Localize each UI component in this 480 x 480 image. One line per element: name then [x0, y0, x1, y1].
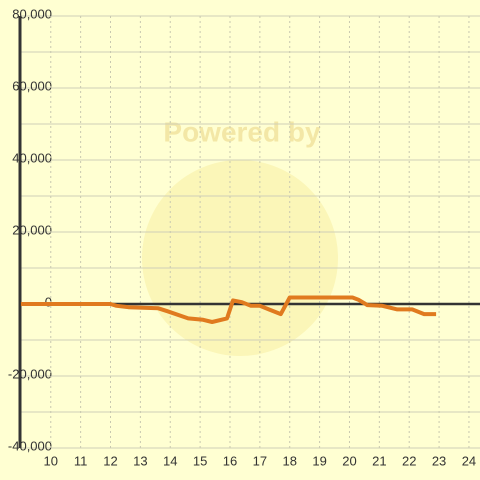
x-tick-label: 13: [133, 453, 147, 468]
x-tick-label: 16: [223, 453, 237, 468]
x-tick-label: 24: [462, 453, 476, 468]
x-tick-label: 22: [402, 453, 416, 468]
x-tick-label: 15: [193, 453, 207, 468]
y-tick-label: 0: [45, 294, 52, 309]
x-tick-label: 12: [103, 453, 117, 468]
y-tick-label: -40,000: [8, 438, 52, 453]
data-line: [20, 295, 437, 324]
x-tick-label: 21: [372, 453, 386, 468]
watermark: Powered by: [163, 116, 321, 147]
x-tick-label: 14: [163, 453, 177, 468]
x-tick-label: 23: [432, 453, 446, 468]
y-tick-label: -20,000: [8, 366, 52, 381]
x-tick-label: 18: [282, 453, 296, 468]
y-tick-label: 20,000: [12, 222, 52, 237]
y-tick-label: 80,000: [12, 6, 52, 21]
x-tick-label: 19: [312, 453, 326, 468]
y-tick-label: 60,000: [12, 78, 52, 93]
x-tick-label: 10: [44, 453, 58, 468]
watermark-logo: [142, 160, 338, 356]
y-tick-label: 40,000: [12, 150, 52, 165]
x-tick-label: 20: [342, 453, 356, 468]
x-tick-label: 11: [74, 453, 88, 468]
x-tick-label: 17: [253, 453, 267, 468]
